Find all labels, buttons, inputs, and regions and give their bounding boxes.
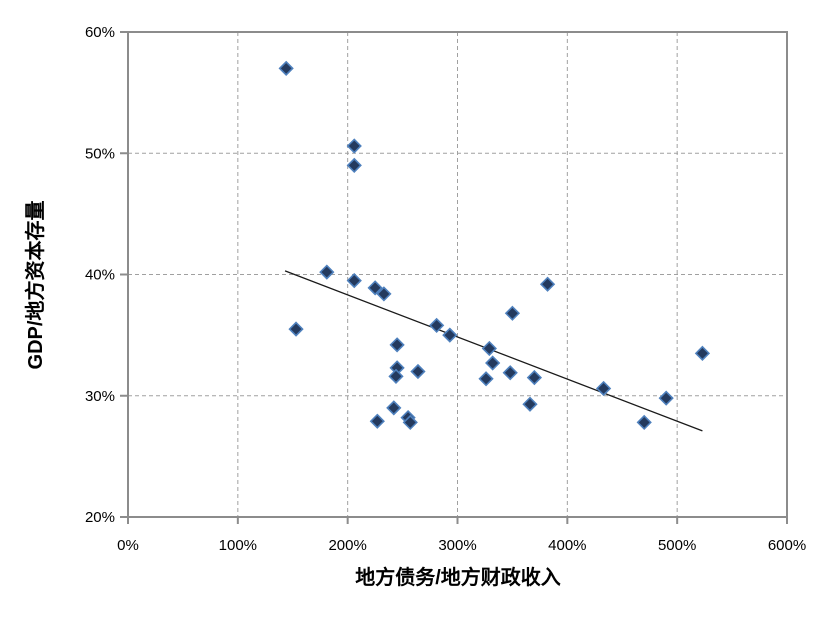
data-point-diamond: [288, 321, 304, 337]
data-point-diamond: [346, 272, 362, 289]
data-point-diamond: [504, 305, 521, 321]
data-point-diamond: [369, 413, 385, 429]
x-tick-label: 200%: [328, 537, 366, 554]
data-point-diamond: [278, 60, 294, 77]
y-tick-label: 30%: [85, 388, 115, 405]
data-point-diamond: [376, 286, 392, 302]
data-point-diamond: [388, 368, 404, 384]
data-point-diamond: [478, 371, 494, 387]
data-point-diamond: [346, 138, 362, 154]
x-tick-label: 0%: [117, 537, 139, 554]
data-point-diamond: [522, 396, 538, 412]
x-tick-label: 300%: [438, 537, 476, 554]
x-axis-title: 地方债务/地方财政收入: [355, 565, 561, 589]
x-tick-label: 600%: [768, 537, 806, 554]
data-point-diamond: [319, 264, 335, 280]
data-point-diamond: [502, 365, 518, 381]
data-point-diamond: [539, 276, 556, 292]
y-axis-title: GDP/地方资本存量: [23, 201, 47, 370]
x-tick-label: 400%: [548, 537, 586, 554]
data-point-diamond: [410, 363, 426, 380]
data-point-diamond: [485, 355, 501, 371]
data-point-diamond: [386, 400, 402, 416]
x-tick-label: 100%: [219, 537, 257, 554]
data-point-diamond: [402, 414, 418, 431]
y-tick-label: 50%: [85, 145, 115, 162]
data-point-diamond: [694, 345, 711, 361]
data-point-diamond: [346, 157, 362, 174]
data-point-diamond: [636, 414, 652, 431]
plot-area: 0% 100% 200% 300% 400% 500% 600% 20% 30% 40% 50% 60…: [85, 24, 806, 554]
data-point-diamond: [367, 280, 383, 296]
data-point-diamond: [389, 337, 405, 353]
x-tick-label: 500%: [658, 537, 696, 554]
y-tick-label: 60%: [85, 24, 115, 41]
data-point-diamond: [442, 327, 458, 343]
data-point-diamond: [595, 380, 612, 397]
y-tick-label: 20%: [85, 509, 115, 526]
y-tick-label: 40%: [85, 267, 115, 284]
data-point-diamond: [658, 390, 674, 406]
data-point-diamond: [429, 317, 445, 334]
data-point-diamond: [481, 340, 497, 357]
data-point-diamond: [526, 369, 543, 386]
